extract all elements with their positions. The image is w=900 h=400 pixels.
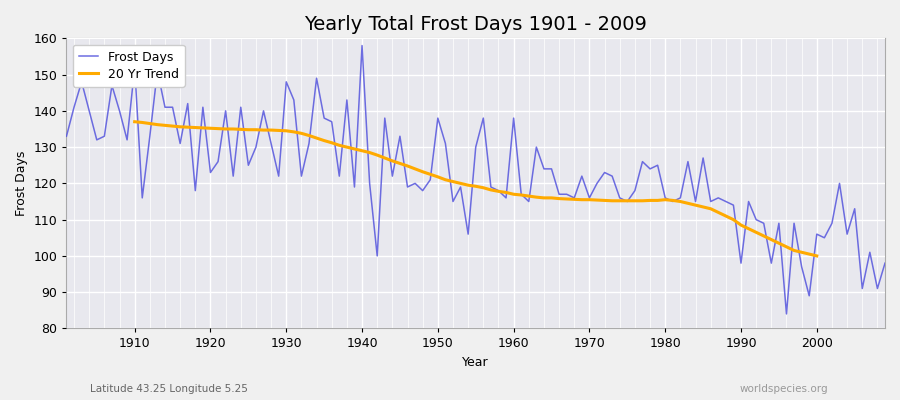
Line: 20 Yr Trend: 20 Yr Trend xyxy=(135,122,817,256)
Title: Yearly Total Frost Days 1901 - 2009: Yearly Total Frost Days 1901 - 2009 xyxy=(304,15,647,34)
Frost Days xyxy=(288,98,299,102)
20 Yr Trend xyxy=(706,206,716,211)
20 Yr Trend xyxy=(788,248,799,253)
20 Yr Trend xyxy=(812,254,823,258)
Y-axis label: Frost Days: Frost Days xyxy=(15,151,28,216)
Frost Days xyxy=(508,116,519,120)
Frost Days xyxy=(781,312,792,316)
Frost Days xyxy=(122,138,132,142)
Frost Days xyxy=(516,192,526,197)
X-axis label: Year: Year xyxy=(463,356,489,369)
20 Yr Trend xyxy=(212,126,223,131)
Frost Days xyxy=(334,174,345,178)
20 Yr Trend xyxy=(130,119,140,124)
Legend: Frost Days, 20 Yr Trend: Frost Days, 20 Yr Trend xyxy=(73,44,185,87)
Frost Days xyxy=(61,134,72,139)
Frost Days xyxy=(607,174,617,178)
20 Yr Trend xyxy=(303,133,314,138)
20 Yr Trend xyxy=(796,250,807,255)
Text: Latitude 43.25 Longitude 5.25: Latitude 43.25 Longitude 5.25 xyxy=(90,384,248,394)
Line: Frost Days: Frost Days xyxy=(67,46,885,314)
Frost Days xyxy=(356,43,367,48)
20 Yr Trend xyxy=(288,130,299,134)
Text: worldspecies.org: worldspecies.org xyxy=(740,384,828,394)
Frost Days xyxy=(879,261,890,266)
